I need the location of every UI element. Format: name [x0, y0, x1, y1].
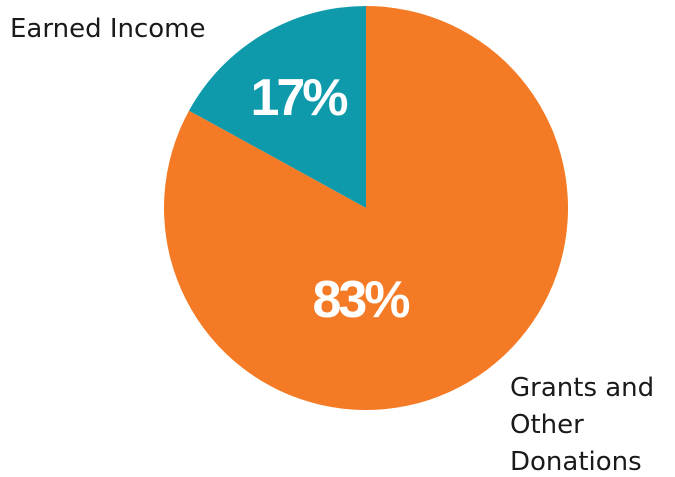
category-label-grants-line-3: Donations — [510, 447, 642, 477]
category-label-earned-income: Earned Income — [10, 14, 206, 44]
slice-value-label-grants: 83% — [312, 271, 409, 329]
pie-slice-earned-income — [188, 6, 366, 208]
pie-slice-grants-and-other-donations — [164, 6, 569, 410]
pie-slices — [164, 6, 569, 410]
category-label-grants-line-1: Grants and — [510, 373, 654, 403]
category-label-grants-line-2: Other — [510, 410, 584, 440]
category-label-grants: Grants and Other Donations — [510, 373, 654, 477]
slice-value-label-earned-income: 17% — [250, 69, 347, 127]
